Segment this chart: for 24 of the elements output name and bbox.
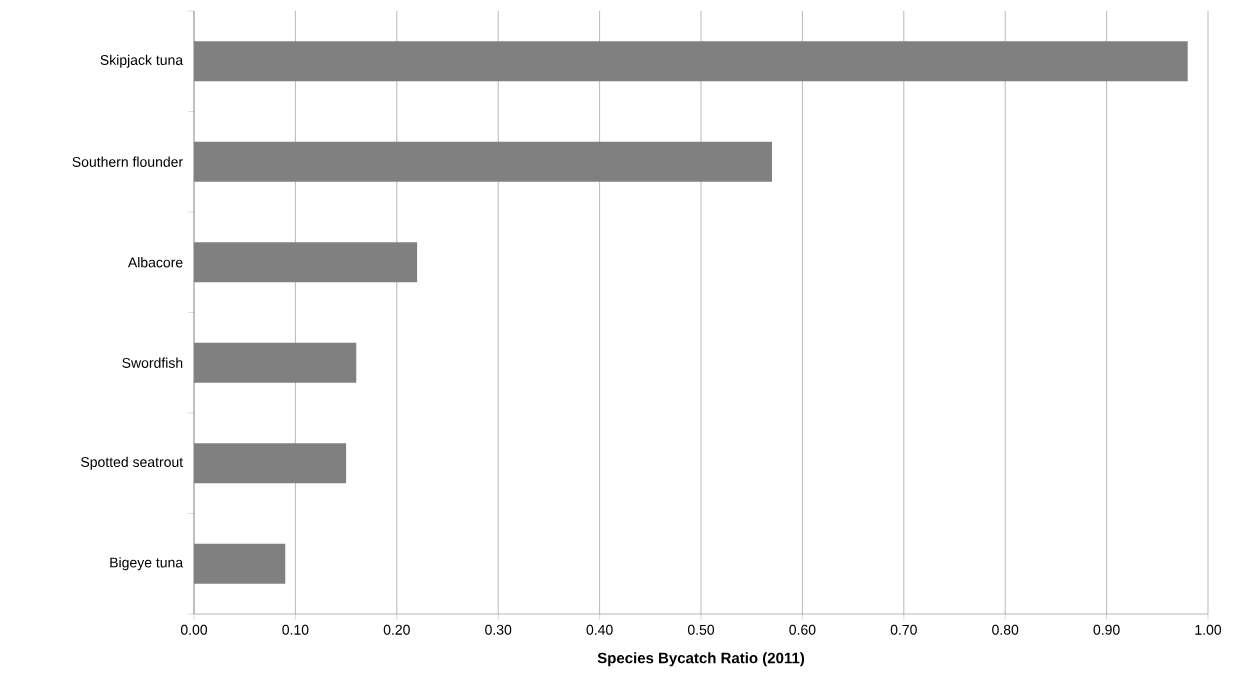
x-tick-label: 0.70 — [890, 624, 917, 635]
y-tick-label: Bigeye tuna — [110, 557, 184, 571]
x-tick-label: 0.10 — [282, 624, 309, 635]
y-tick-label: Albacore — [127, 257, 183, 268]
x-tick-label: 0.50 — [687, 624, 715, 635]
x-axis-title: Species Bycatch Ratio (2011) — [597, 652, 805, 667]
x-tick-label: 0.00 — [180, 624, 208, 635]
y-tick-label: Spotted seatrout — [81, 456, 184, 470]
x-tick-label: 0.40 — [586, 624, 613, 635]
x-tick-label: 0.60 — [789, 624, 816, 635]
x-tick-label: 1.00 — [1195, 624, 1222, 635]
y-tick-label: Swordfish — [122, 357, 183, 368]
bar — [194, 242, 418, 283]
x-tick-label: 0.80 — [992, 624, 1019, 635]
y-tick-label: Southern flounder — [72, 156, 183, 167]
bar — [194, 543, 286, 584]
x-tick-label: 0.90 — [1093, 624, 1120, 635]
y-tick-label: Skipjack tuna — [100, 54, 184, 68]
x-tick-label: 0.20 — [383, 624, 410, 635]
bar — [194, 141, 772, 182]
x-tick-label: 0.30 — [485, 624, 512, 635]
bar — [194, 342, 357, 383]
bar — [194, 41, 1188, 82]
bar — [194, 443, 347, 484]
